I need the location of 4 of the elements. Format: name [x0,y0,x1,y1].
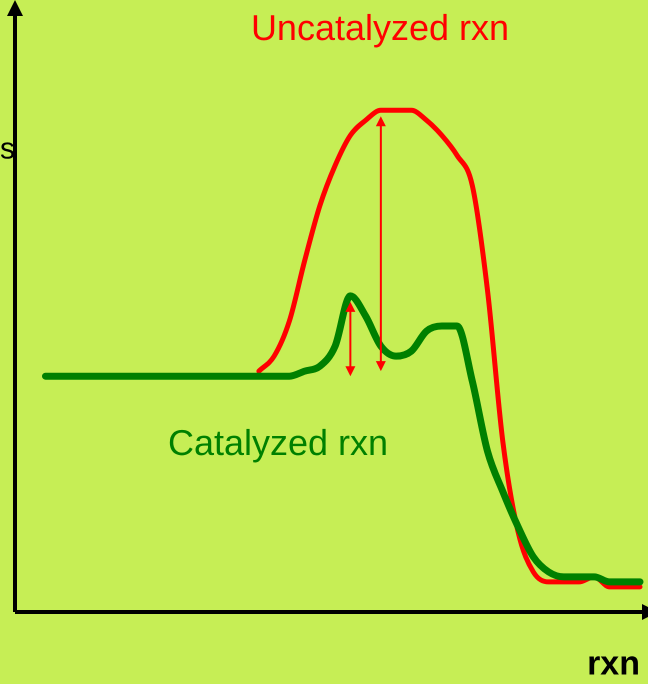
series-label: Catalyzed rxn [168,422,388,463]
x-axis-title: rxn [587,644,640,682]
text: Uncatalyzed rxn [250,6,510,48]
y-axis-title: s [0,132,15,166]
